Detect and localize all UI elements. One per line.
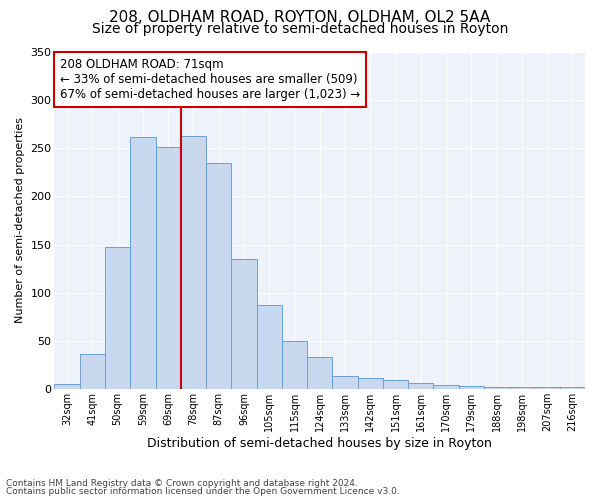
Text: Contains HM Land Registry data © Crown copyright and database right 2024.: Contains HM Land Registry data © Crown c…: [6, 478, 358, 488]
Bar: [560, 388, 585, 390]
Bar: [408, 382, 433, 390]
Y-axis label: Number of semi-detached properties: Number of semi-detached properties: [15, 118, 25, 324]
Bar: [130, 138, 155, 390]
Text: 208, OLDHAM ROAD, ROYTON, OLDHAM, OL2 5AA: 208, OLDHAM ROAD, ROYTON, OLDHAM, OL2 5A…: [109, 10, 491, 25]
Text: Contains public sector information licensed under the Open Government Licence v3: Contains public sector information licen…: [6, 487, 400, 496]
Bar: [232, 259, 257, 390]
Bar: [358, 378, 383, 390]
Bar: [433, 386, 458, 390]
Bar: [383, 380, 408, 390]
Text: 208 OLDHAM ROAD: 71sqm
← 33% of semi-detached houses are smaller (509)
67% of se: 208 OLDHAM ROAD: 71sqm ← 33% of semi-det…: [60, 58, 360, 102]
Bar: [257, 306, 282, 390]
Bar: [458, 386, 484, 390]
Bar: [332, 376, 358, 390]
Bar: [105, 248, 130, 390]
Bar: [206, 164, 232, 390]
Text: Size of property relative to semi-detached houses in Royton: Size of property relative to semi-detach…: [92, 22, 508, 36]
X-axis label: Distribution of semi-detached houses by size in Royton: Distribution of semi-detached houses by …: [147, 437, 492, 450]
Bar: [282, 341, 307, 390]
Bar: [55, 384, 80, 390]
Bar: [535, 388, 560, 390]
Bar: [484, 388, 509, 390]
Bar: [80, 354, 105, 390]
Bar: [155, 147, 181, 390]
Bar: [181, 136, 206, 390]
Bar: [509, 388, 535, 390]
Bar: [307, 358, 332, 390]
